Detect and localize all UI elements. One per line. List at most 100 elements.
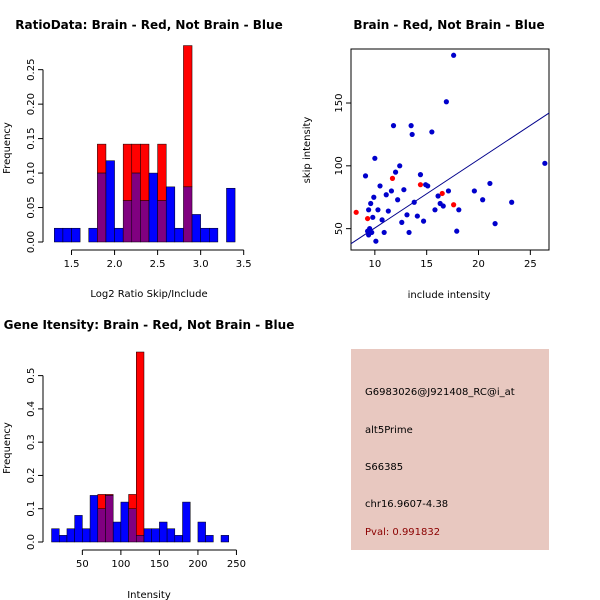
point-notbrain xyxy=(404,212,410,218)
point-notbrain xyxy=(375,207,381,213)
intensity-histogram-axes: 50 100 150 200 250 0.0 0.1 0.2 0.3 0.4 0.5 xyxy=(26,368,246,570)
y-tick-label: 0.0 xyxy=(26,534,37,550)
y-tick-label: 0.25 xyxy=(26,59,37,81)
bar-notbrain xyxy=(105,160,115,243)
point-notbrain xyxy=(432,207,438,213)
bar-notbrain xyxy=(220,535,229,543)
point-notbrain xyxy=(368,200,374,207)
bar-notbrain xyxy=(166,528,176,543)
scatter-panel: Brain - Red, Not Brain - Blue include in… xyxy=(302,18,550,301)
event-type-text: alt5Prime xyxy=(365,425,413,436)
scatter-title: Brain - Red, Not Brain - Blue xyxy=(353,18,544,32)
point-notbrain xyxy=(429,129,435,135)
point-notbrain xyxy=(411,199,417,205)
x-tick-label: 150 xyxy=(150,559,169,570)
bar-overlap xyxy=(97,508,106,543)
bar-notbrain xyxy=(209,227,219,243)
bar-notbrain xyxy=(151,528,160,543)
point-brain xyxy=(364,215,371,222)
point-notbrain xyxy=(379,217,385,223)
point-notbrain xyxy=(392,169,399,175)
y-tick-label: 0.4 xyxy=(26,401,37,417)
bar-brain xyxy=(128,494,137,509)
point-notbrain xyxy=(509,199,515,205)
x-tick-label: 250 xyxy=(227,559,246,570)
bar-brain xyxy=(131,143,141,174)
bar-notbrain xyxy=(174,227,184,243)
point-notbrain xyxy=(471,188,477,194)
x-tick-label: 20 xyxy=(472,259,485,270)
bar-brain xyxy=(157,143,167,201)
bar-overlap xyxy=(105,495,114,543)
point-notbrain xyxy=(383,192,389,198)
bar-notbrain xyxy=(205,535,214,543)
point-notbrain xyxy=(370,214,376,220)
bar-notbrain xyxy=(191,214,201,243)
y-tick-label: 0.1 xyxy=(26,501,37,517)
ratio-histogram-ylabel: Frequency xyxy=(2,122,13,174)
scatter-marks xyxy=(350,52,550,245)
point-notbrain xyxy=(480,197,486,203)
point-notbrain xyxy=(542,160,548,166)
point-notbrain xyxy=(492,221,498,227)
bar-notbrain xyxy=(88,227,98,243)
location-text: chr16.9607-4.38 xyxy=(365,499,449,510)
bar-notbrain xyxy=(148,172,158,243)
y-tick-label: 0.05 xyxy=(26,196,37,218)
bar-notbrain xyxy=(82,528,91,543)
point-notbrain xyxy=(445,188,452,194)
x-tick-label: 200 xyxy=(188,559,207,570)
bar-notbrain xyxy=(74,515,83,543)
bar-notbrain xyxy=(120,501,129,543)
point-notbrain xyxy=(417,172,424,178)
point-notbrain xyxy=(395,197,401,203)
y-tick-label: 0.20 xyxy=(26,93,37,115)
point-brain xyxy=(417,182,424,188)
point-notbrain xyxy=(397,163,403,169)
x-tick-label: 1.5 xyxy=(64,259,80,270)
point-notbrain xyxy=(414,213,420,219)
point-notbrain xyxy=(362,173,369,179)
ratio-histogram-axes: 1.5 2.0 2.5 3.0 3.5 0.00 0.05 0.10 0.15 0.20 0.25 xyxy=(26,59,252,270)
y-tick-label: 0.15 xyxy=(26,127,37,149)
probe-info-panel: G6983026@J921408_RC@i_at alt5Prime S6638… xyxy=(351,349,549,550)
point-notbrain xyxy=(425,183,431,189)
bar-notbrain xyxy=(182,501,191,543)
ratio-histogram-title: RatioData: Brain - Red, Not Brain - Blue xyxy=(15,18,282,32)
point-notbrain xyxy=(408,123,414,129)
bar-notbrain xyxy=(165,186,176,243)
bar-notbrain xyxy=(66,528,75,543)
bar-overlap xyxy=(97,172,107,243)
y-tick-label: 50 xyxy=(334,222,345,235)
x-tick-label: 3.5 xyxy=(236,259,252,270)
bar-brain xyxy=(97,494,106,509)
bar-overlap xyxy=(128,508,137,543)
intensity-histogram-ylabel: Frequency xyxy=(2,422,13,474)
x-tick-label: 25 xyxy=(524,259,537,270)
scatter-ylabel: skip intensity xyxy=(302,117,313,184)
point-notbrain xyxy=(420,218,427,224)
point-notbrain xyxy=(454,228,460,234)
point-notbrain xyxy=(399,219,405,225)
y-tick-label: 0.2 xyxy=(26,467,37,483)
x-tick-label: 50 xyxy=(76,559,89,570)
bar-brain xyxy=(136,351,145,536)
y-tick-label: 0.3 xyxy=(26,434,37,450)
intensity-histogram-xlabel: Intensity xyxy=(127,590,171,600)
point-notbrain xyxy=(451,52,457,58)
point-notbrain xyxy=(381,229,387,236)
bar-overlap xyxy=(140,200,150,243)
point-notbrain xyxy=(373,238,379,244)
bar-notbrain xyxy=(112,521,122,543)
x-tick-label: 3.0 xyxy=(193,259,209,270)
bar-overlap xyxy=(136,535,145,543)
x-tick-label: 15 xyxy=(420,259,433,270)
point-notbrain xyxy=(406,229,412,236)
y-tick-label: 100 xyxy=(334,156,345,175)
y-tick-label: 0.00 xyxy=(26,231,37,253)
point-notbrain xyxy=(390,123,397,129)
intensity-histogram-panel: Gene Itensity: Brain - Red, Not Brain - … xyxy=(2,318,294,600)
intensity-histogram-title: Gene Itensity: Brain - Red, Not Brain - … xyxy=(4,318,295,332)
bar-notbrain xyxy=(174,535,183,543)
probe-id-text: G6983026@J921408_RC@i_at xyxy=(365,387,515,398)
